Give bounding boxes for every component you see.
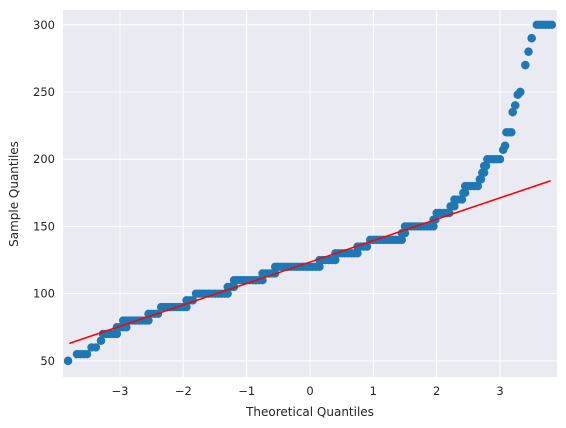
data-points: [63, 20, 557, 366]
y-tick-label: 100: [33, 287, 55, 301]
y-tick-label: 50: [40, 354, 55, 368]
data-point: [450, 202, 459, 211]
data-point: [524, 47, 533, 56]
reference-line-group: [69, 180, 551, 345]
data-point: [508, 107, 517, 117]
data-point: [460, 188, 470, 198]
data-point: [362, 242, 372, 251]
data-point: [516, 87, 525, 97]
data-point: [481, 161, 491, 171]
x-tick-label: −1: [238, 384, 255, 398]
data-point: [547, 20, 557, 29]
y-tick-label: 150: [33, 219, 55, 233]
data-point: [457, 195, 467, 204]
data-point: [397, 235, 407, 245]
data-point: [96, 336, 106, 345]
data-point: [511, 101, 520, 110]
data-point: [144, 316, 153, 325]
data-point: [429, 222, 438, 231]
data-point: [507, 128, 516, 137]
data-point: [353, 249, 362, 258]
x-tick-label: 2: [433, 384, 440, 398]
x-axis-label: Theoretical Quantiles: [245, 405, 374, 419]
data-point: [495, 155, 505, 164]
x-tick-label: 3: [496, 384, 503, 398]
grid: [63, 10, 557, 377]
x-tick-label: 1: [370, 384, 377, 398]
data-point: [63, 356, 73, 366]
data-point: [331, 255, 340, 265]
y-tick-label: 300: [33, 18, 55, 32]
data-point: [112, 329, 122, 339]
data-point: [500, 141, 510, 150]
y-tick-label: 200: [33, 152, 55, 166]
reference-line: [69, 180, 551, 345]
data-point: [473, 181, 483, 191]
x-tick-label: −2: [175, 384, 192, 398]
data-point: [479, 168, 489, 177]
data-point: [315, 262, 324, 271]
data-point: [521, 60, 530, 70]
y-tick-labels: 50 100 150 200 250 300: [33, 18, 55, 368]
data-point: [91, 343, 101, 352]
y-axis-label: Sample Quantiles: [7, 141, 21, 247]
data-point: [82, 349, 92, 359]
data-point: [527, 34, 536, 43]
data-point: [476, 175, 486, 184]
x-tick-label: 0: [306, 384, 313, 398]
data-point: [223, 289, 232, 298]
y-tick-label: 250: [33, 85, 55, 99]
x-tick-labels: −3 −2 −1 0 1 2 3: [112, 384, 504, 398]
x-tick-label: −3: [112, 384, 129, 398]
